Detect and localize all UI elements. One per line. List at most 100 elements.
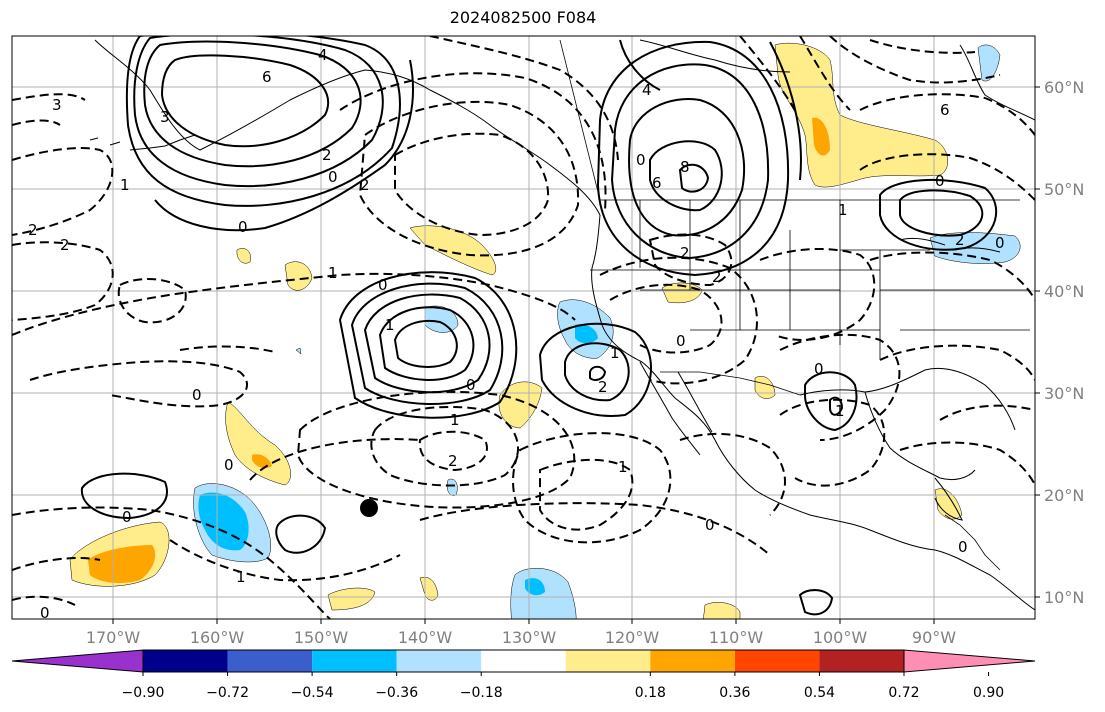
- colorbar-tick-label: 0.36: [719, 685, 750, 701]
- contour-label: 1: [610, 344, 620, 362]
- d-west-4: [117, 278, 187, 324]
- colorbar: [11, 649, 1036, 673]
- shade-hb-blue: [977, 44, 1001, 82]
- contour-label: 0: [40, 604, 50, 622]
- lat-tick-label: 20°N: [1044, 486, 1084, 505]
- shade-yuc-yellow: [934, 488, 963, 520]
- colorbar-tick-label: −0.54: [291, 685, 334, 701]
- c-ak-5: [154, 59, 414, 232]
- contour-label: 8: [680, 158, 690, 176]
- contour-label: 0: [814, 360, 824, 378]
- d-sub-4: [249, 438, 421, 481]
- lat-tick-labels: 60°N 50°N 40°N 30°N 20°N 10°N: [1044, 78, 1084, 607]
- contour-label: 0: [328, 168, 338, 186]
- c-pac-3: [363, 293, 491, 394]
- border-states-2: [590, 249, 1030, 331]
- colorbar-tick-label: 0.54: [804, 685, 835, 701]
- shade-s-blue-dark: [525, 578, 545, 596]
- lon-tick-label: 160°W: [190, 628, 245, 647]
- tick-marks: [112, 86, 1040, 624]
- c-ak-4: [125, 36, 401, 207]
- c-bc-6: [619, 39, 802, 181]
- colorbar-tick-label: −0.90: [122, 685, 165, 701]
- shade-tiny-blue: [295, 347, 302, 355]
- shaded-regions: [69, 42, 1021, 619]
- lat-tick-label: 10°N: [1044, 588, 1084, 607]
- c-cal-1: [589, 365, 607, 381]
- colorbar-segment: [565, 650, 651, 672]
- d-akgulf-4: [429, 36, 619, 161]
- contour-label: 4: [318, 46, 328, 64]
- d-east-2: [859, 153, 1035, 201]
- contour-label: 1: [385, 316, 395, 334]
- c-mx-1: [804, 371, 858, 432]
- c-pac-5: [338, 271, 518, 419]
- border-alaska-canada: [559, 39, 601, 201]
- d-west-1: [12, 147, 114, 236]
- d-sub-1: [418, 430, 488, 472]
- shade-c-yellow-1: [225, 401, 291, 486]
- contour-label: 1: [838, 201, 848, 219]
- lon-tick-label: 100°W: [813, 628, 868, 647]
- border-central-am: [944, 514, 1001, 571]
- c-ne-2: [879, 179, 998, 251]
- contours-solid: [80, 36, 998, 616]
- contour-label: 2: [955, 231, 965, 249]
- colorbar-segment: [143, 650, 228, 672]
- d-canada-1: [799, 36, 1001, 111]
- coast-westcoast: [591, 214, 1035, 611]
- colorbar-segment: [227, 650, 313, 672]
- colorbar-labels: −0.90 −0.72 −0.54 −0.36 −0.18 0.18 0.36 0.54 0.7…: [122, 672, 1004, 701]
- lon-tick-label: 140°W: [398, 628, 453, 647]
- d-sw-corner: [12, 595, 76, 606]
- shade-sm-yellow-3: [703, 602, 741, 619]
- shade-s-yellow-1: [327, 587, 376, 611]
- lat-tick-label: 30°N: [1044, 384, 1084, 403]
- d-plains-2: [779, 333, 901, 441]
- contour-label: 1: [120, 176, 130, 194]
- lon-tick-label: 90°W: [912, 628, 956, 647]
- map-title: 2024082500 F084: [449, 8, 597, 27]
- c-pac-2: [378, 306, 475, 381]
- shade-canada-orange: [812, 117, 830, 156]
- contour-label: 0: [705, 516, 715, 534]
- contour-label: 2: [448, 452, 458, 470]
- storm-center-marker: [360, 499, 378, 517]
- lon-tick-label: 150°W: [294, 628, 349, 647]
- lon-tick-labels: 170°W 160°W 150°W 140°W 130°W 120°W 110°…: [86, 628, 956, 647]
- contour-label: 3: [160, 108, 170, 126]
- colorbar-segment: [481, 650, 566, 672]
- contour-label: 0: [378, 276, 388, 294]
- coast-hudson: [959, 44, 1035, 121]
- c-ak-2: [143, 40, 362, 168]
- d-rockies: [648, 233, 733, 287]
- contour-label: 0: [958, 538, 968, 556]
- contour-label: 0: [192, 386, 202, 404]
- d-gulf: [779, 398, 886, 487]
- c-bc-2: [649, 140, 723, 212]
- d-trop-2: [12, 557, 101, 571]
- lat-tick-label: 50°N: [1044, 180, 1084, 199]
- d-trop-3: [169, 539, 401, 582]
- shade-sw-orange: [88, 545, 156, 583]
- contour-label: 4: [642, 81, 652, 99]
- colorbar-extend-high: [903, 649, 1036, 673]
- contour-label: 1: [835, 402, 845, 420]
- lon-tick-label: 110°W: [709, 628, 764, 647]
- c-sp-1: [798, 589, 834, 616]
- contour-labels: 6 4 3 2 0 3 2 1 0 1 2 2 0 1 0 1 2 0 1 2 …: [28, 46, 1005, 622]
- contours-dashed: [12, 36, 1035, 619]
- colorbar-segment: [396, 650, 482, 672]
- contour-label: 0: [122, 508, 132, 526]
- c-ak-3: [133, 36, 384, 188]
- d-plains-1: [759, 248, 876, 341]
- contour-label: 0: [466, 376, 476, 394]
- colorbar-tick-label: 0.90: [973, 685, 1004, 701]
- c-bc-1: [678, 163, 710, 193]
- colorbar-tick-label: −0.18: [460, 685, 503, 701]
- c-mx-2: [829, 396, 844, 416]
- d-west-2: [12, 93, 86, 126]
- colorbar-extend-low: [11, 649, 144, 673]
- shade-cal-blue-dark: [575, 324, 598, 344]
- c-low-1: [80, 472, 168, 520]
